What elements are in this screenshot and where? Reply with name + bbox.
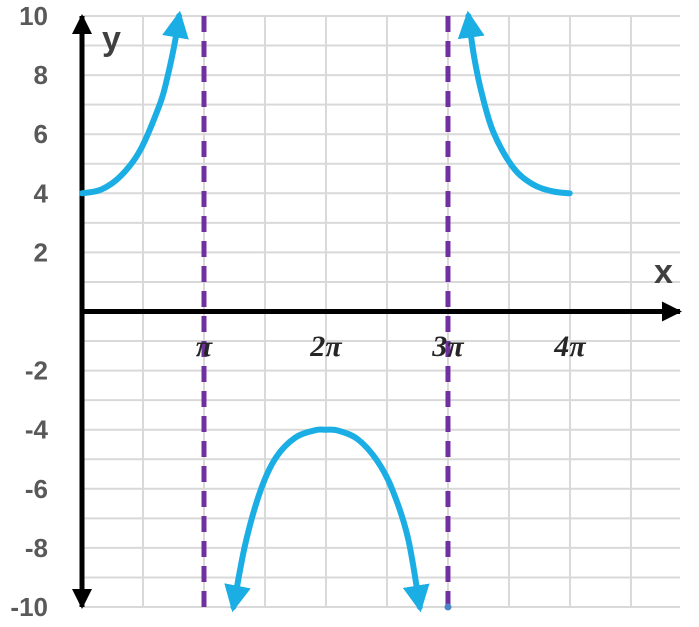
- curves: [79, 10, 573, 613]
- x-tick-label: 3π: [431, 330, 464, 363]
- y-tick-label: -6: [25, 474, 48, 504]
- curve-branch-1: [79, 10, 189, 197]
- x-axis-label: x: [654, 253, 673, 291]
- asymptotes: [201, 16, 452, 611]
- y-axis-label: y: [102, 20, 121, 58]
- tick-labels: 10 8 6 4 2 -2 -4 -6 -8 -10 π 2π 3π 4π: [10, 1, 586, 622]
- curve-branch-3: [457, 10, 573, 197]
- asymptote-endpoint: [444, 603, 452, 611]
- axes: [72, 14, 682, 609]
- y-tick-label: 6: [34, 119, 48, 149]
- y-tick-label: 10: [19, 1, 48, 31]
- y-tick-label: 4: [34, 178, 49, 208]
- y-tick-label: -8: [25, 533, 48, 563]
- x-tick-label: π: [196, 330, 213, 363]
- x-tick-label: 2π: [309, 330, 342, 363]
- y-tick-label: 2: [34, 237, 48, 267]
- y-tick-label: 8: [34, 60, 48, 90]
- y-tick-label: -2: [25, 356, 48, 386]
- curve-branch-2: [224, 426, 430, 613]
- y-tick-label: -10: [10, 592, 48, 622]
- y-tick-label: -4: [25, 415, 49, 445]
- x-tick-label: 4π: [553, 330, 586, 363]
